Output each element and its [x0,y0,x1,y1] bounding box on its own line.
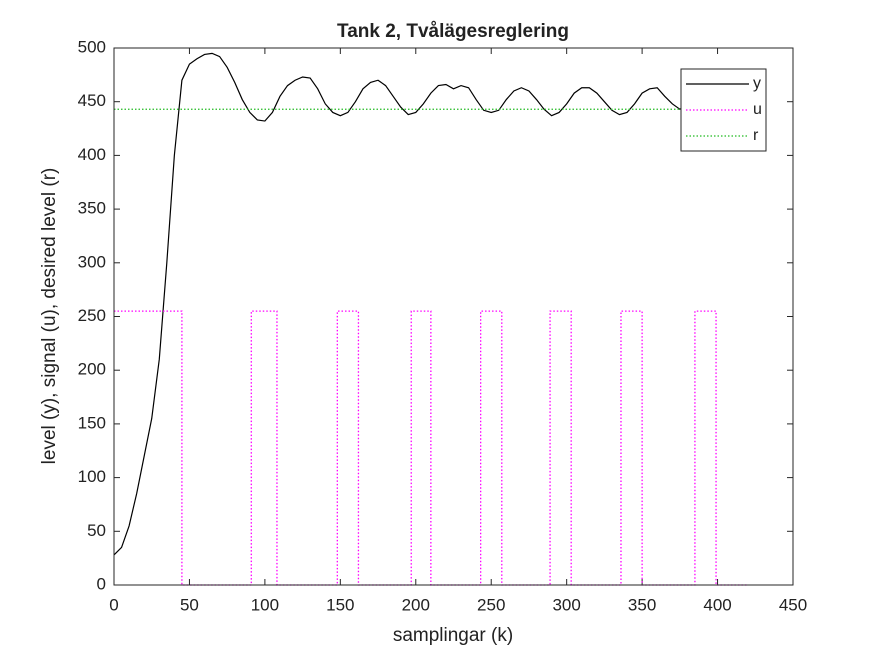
y-axis-label: level (y), signal (u), desired level (r) [39,168,60,465]
y-tick-label: 350 [78,199,106,218]
y-tick-label: 400 [78,145,106,164]
y-tick-label: 500 [78,37,106,56]
legend-label: r [753,127,759,144]
y-tick-label: 100 [78,467,106,486]
chart-title: Tank 2, Tvålägesreglering [337,21,569,42]
legend-label: u [753,101,762,118]
x-tick-label: 450 [779,595,807,614]
y-tick-label: 450 [78,91,106,110]
x-tick-label: 400 [703,595,731,614]
y-tick-label: 50 [87,521,106,540]
line-u [114,310,748,586]
x-axis-label: samplingar (k) [393,625,513,646]
x-tick-label: 200 [402,595,430,614]
x-tick-label: 150 [326,595,354,614]
plot-area [114,48,793,585]
y-tick-label: 150 [78,413,106,432]
y-tick-label: 300 [78,252,106,271]
x-tick-label: 350 [628,595,656,614]
x-tick-label: 300 [552,595,580,614]
x-tick-label: 100 [251,595,279,614]
legend-label: y [753,75,761,92]
y-tick-label: 0 [97,574,106,593]
x-tick-label: 50 [180,595,199,614]
y-tick-label: 250 [78,306,106,325]
x-tick-label: 250 [477,595,505,614]
legend-box [680,68,767,152]
plot-frame [113,47,794,586]
line-y [113,52,748,556]
x-tick-label: 0 [109,595,118,614]
y-tick-label: 200 [78,360,106,379]
